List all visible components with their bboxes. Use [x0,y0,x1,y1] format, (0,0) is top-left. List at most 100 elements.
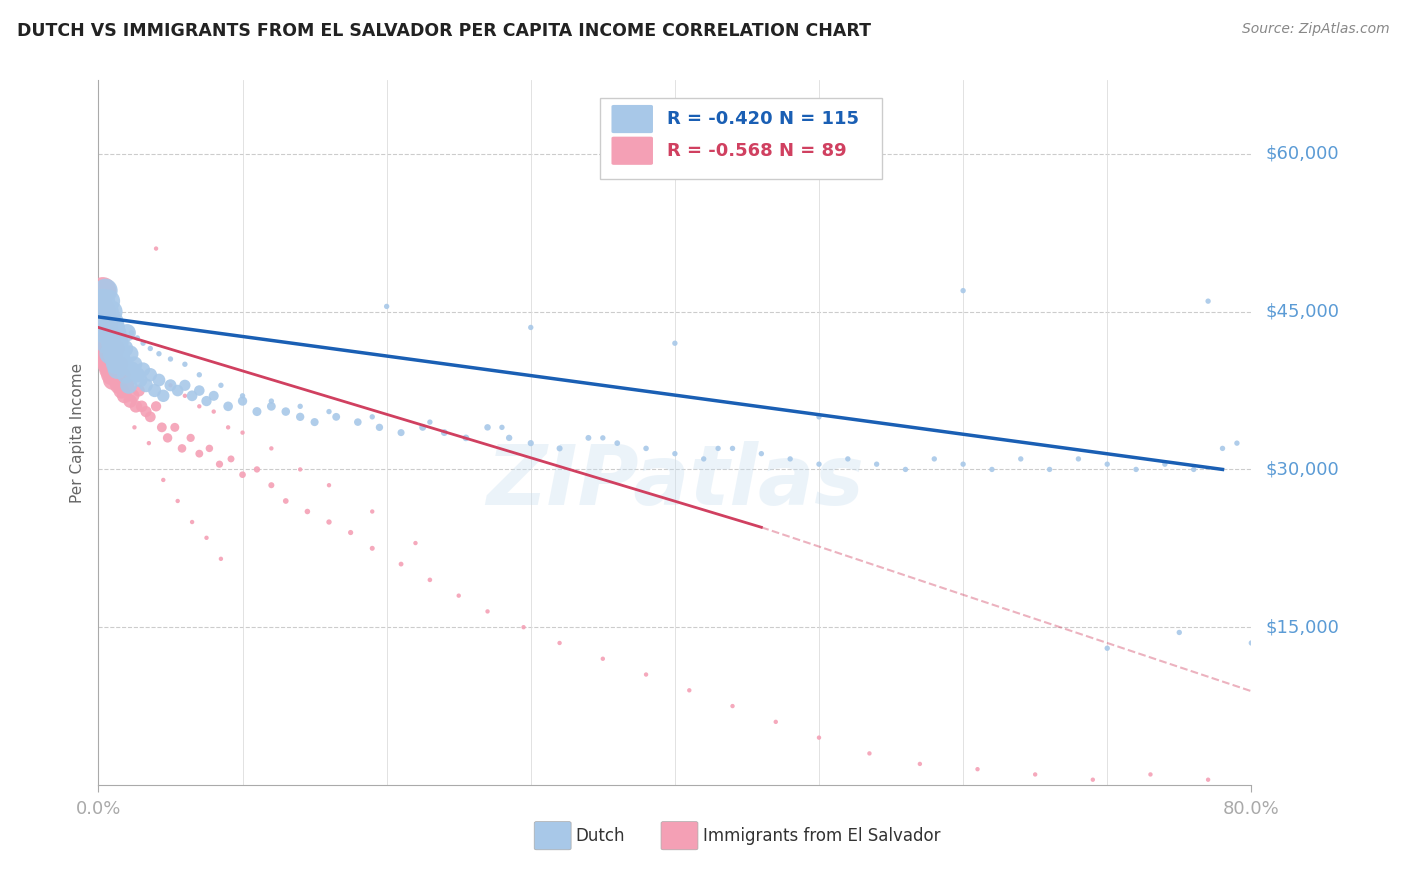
Point [94,326,117,340]
Point [548,636,571,650]
Point [127,331,149,345]
Point [219,451,242,466]
Point [152,389,174,403]
Point [145,242,167,256]
Point [1197,294,1219,309]
Point [120,394,142,409]
Point [231,425,254,440]
Point [297,504,319,518]
Point [512,620,534,634]
Point [135,404,157,418]
Point [91,294,114,309]
Point [290,400,312,414]
Point [1081,772,1104,787]
Point [318,478,340,492]
Point [159,378,181,392]
Point [188,400,211,414]
Point [231,467,254,482]
Point [114,368,136,382]
Point [1010,451,1032,466]
Point [101,347,124,361]
Point [117,326,139,340]
Point [260,442,283,456]
Point [208,457,231,471]
Point [765,714,787,729]
Point [139,342,162,356]
Point [1125,462,1147,476]
Point [166,494,188,508]
Point [181,389,204,403]
Point [520,320,543,334]
Point [180,431,202,445]
Point [128,384,150,398]
Text: Source: ZipAtlas.com: Source: ZipAtlas.com [1241,22,1389,37]
Text: $60,000: $60,000 [1265,145,1339,163]
Point [166,384,188,398]
Point [1024,767,1046,781]
Point [91,284,114,298]
Point [290,462,312,476]
Point [664,447,686,461]
Point [1067,451,1090,466]
Point [93,336,115,351]
Point [389,557,412,571]
Point [779,451,801,466]
Point [104,357,127,371]
Point [125,400,148,414]
Point [866,457,889,471]
Point [477,604,499,618]
Point [98,362,121,376]
Point [148,347,170,361]
Point [195,394,218,409]
Point [246,404,269,418]
Point [1182,462,1205,476]
FancyBboxPatch shape [612,105,652,133]
Point [122,389,145,403]
Point [1197,772,1219,787]
Point [1168,625,1191,640]
Point [1139,767,1161,781]
Point [96,326,118,340]
Point [202,389,225,403]
Point [170,442,193,456]
Point [107,336,129,351]
Point [174,357,197,371]
Point [101,315,124,329]
Point [131,400,153,414]
Point [188,447,211,461]
Point [98,315,121,329]
FancyBboxPatch shape [600,98,883,179]
Point [110,351,132,366]
Point [93,326,115,340]
Point [202,404,225,418]
Point [318,515,340,529]
Point [419,415,441,429]
Point [636,667,658,681]
Point [121,362,143,376]
Point [105,331,128,345]
Point [103,351,125,366]
Point [132,336,155,351]
Point [592,431,614,445]
Point [108,357,131,371]
Point [405,536,427,550]
Point [721,699,744,714]
Point [108,347,131,361]
Point [808,457,831,471]
Text: Immigrants from El Salvador: Immigrants from El Salvador [703,827,941,845]
Point [952,457,974,471]
Point [491,420,513,434]
Point [195,531,218,545]
Point [139,368,162,382]
Point [419,573,441,587]
Point [163,420,186,434]
Point [143,384,166,398]
Point [152,473,174,487]
Point [325,409,347,424]
Point [808,731,831,745]
Point [198,442,221,456]
Point [592,652,614,666]
Point [339,525,361,540]
Point [117,378,139,392]
Text: N = 89: N = 89 [779,142,846,160]
